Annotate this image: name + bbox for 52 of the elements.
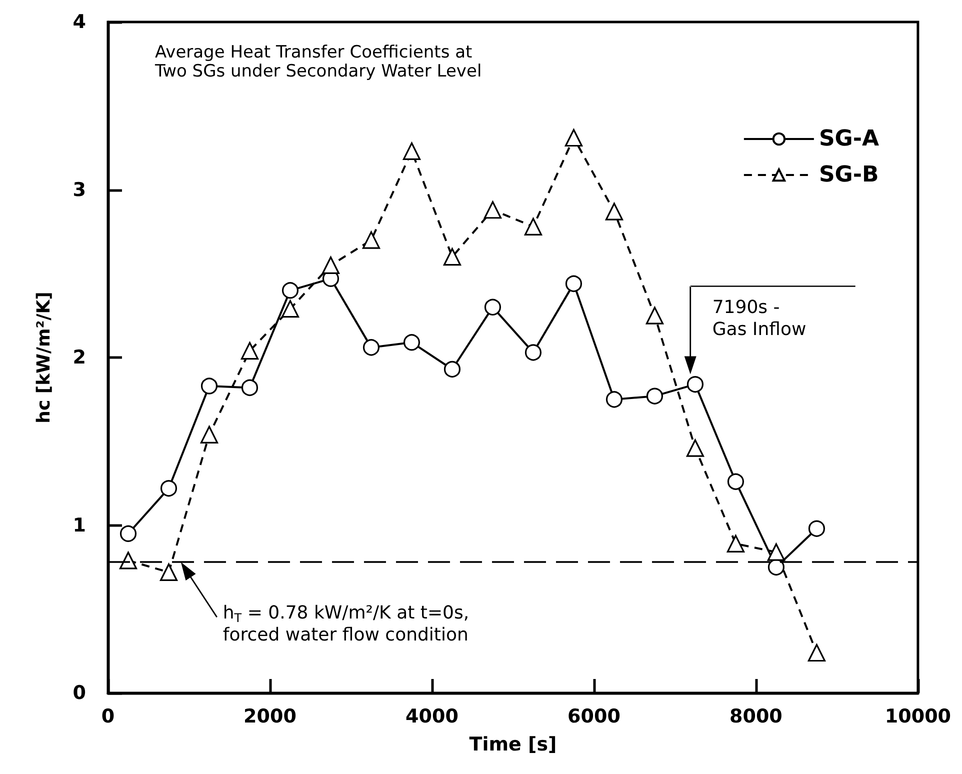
x-axis-title: Time [s] [469,734,557,756]
y-axis-title: hc [kW/m²/K] [34,292,54,424]
x-tick-label: 6000 [568,706,620,728]
x-tick-label: 10000 [884,706,952,728]
point [686,376,704,393]
point [524,344,542,361]
point [119,552,138,570]
point [362,231,380,249]
point [200,426,218,444]
x-tick-label: 8000 [730,706,782,728]
point [281,300,300,318]
point [646,306,664,324]
point [322,256,340,274]
point [160,563,178,582]
point [767,543,786,561]
point [241,379,258,396]
point [686,439,704,457]
point [768,558,785,576]
point [726,534,745,553]
point [402,142,421,160]
x-tick-label: 0 [101,706,115,728]
y-tick-label: 0 [72,682,86,704]
point [282,282,299,299]
point [362,339,380,356]
point [160,480,178,497]
y-tick-label: 1 [72,514,86,536]
point [606,391,623,408]
legend-label: SG-B [818,162,879,188]
y-tick-label: 3 [72,178,86,201]
annotation: 7190s - Gas Inflow [712,296,806,340]
point [484,201,502,219]
point [443,248,462,266]
point [444,360,461,378]
y-tick-label: 2 [72,346,86,368]
point [200,378,218,394]
point [524,218,542,236]
x-tick-label: 4000 [406,706,458,728]
point [646,388,664,404]
point [727,473,744,490]
point [240,342,259,360]
point [808,644,826,662]
point [484,298,502,316]
point [120,525,137,542]
point [403,334,420,351]
x-tick-label: 2000 [244,706,296,728]
legend-label: SG-A [818,126,880,152]
point [605,202,624,220]
y-tick-label: 4 [72,11,86,33]
point [808,520,826,537]
text: Average Heat Transfer Coefficients at Two SGs under Secondary Water Level [154,42,482,82]
point [565,275,582,292]
point [564,128,583,147]
